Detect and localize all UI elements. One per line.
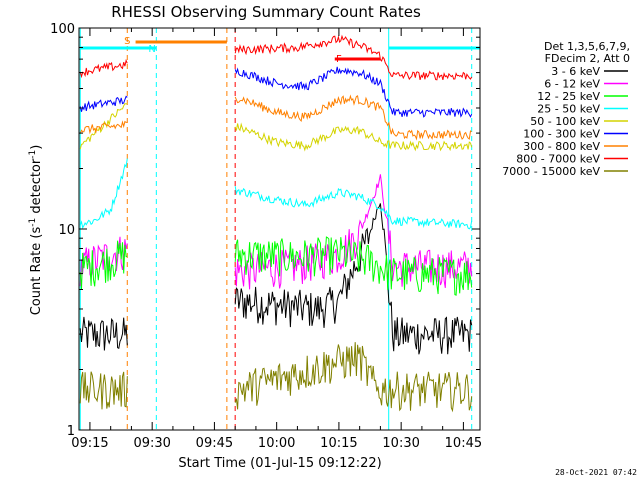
legend-label: 25 - 50 keV	[537, 103, 600, 116]
legend-label: 300 - 800 keV	[523, 140, 600, 153]
flag-label-saa: S	[124, 36, 130, 47]
series-trace	[234, 66, 473, 118]
series-trace	[79, 371, 128, 410]
series-trace	[234, 34, 473, 81]
series-300-800-keV	[79, 94, 472, 141]
y-axis-label-exp2: -1	[28, 150, 38, 159]
series-12-25-keV	[79, 236, 473, 296]
series-50-100-keV	[79, 102, 473, 152]
x-tick-label: 10:15	[320, 436, 357, 451]
y-axis-label-tail: detector	[29, 158, 44, 214]
legend: Det 1,3,5,6,7,9, FDecim 2, Att 0 3 - 6 k…	[502, 40, 630, 178]
legend-header-2: FDecim 2, Att 0	[545, 52, 630, 65]
x-tick-label: 10:00	[258, 436, 295, 451]
x-tick-label: 09:45	[196, 436, 233, 451]
legend-label: 3 - 6 keV	[551, 65, 600, 78]
series-trace	[79, 102, 128, 150]
y-axis-label-close: )	[29, 145, 44, 150]
y-axis-label-main: Count Rate (s	[29, 227, 44, 316]
legend-label: 100 - 300 keV	[523, 128, 600, 141]
legend-label: 800 - 7000 keV	[516, 153, 600, 166]
timestamp: 28-Oct-2021 07:42	[555, 468, 637, 477]
flag-label-flare: F	[336, 54, 342, 65]
series-trace	[234, 236, 473, 296]
series-100-300-keV	[79, 66, 473, 118]
series-trace	[234, 186, 473, 230]
y-tick-label: 1	[67, 424, 75, 439]
y-axis-label: Count Rate (s-1 detector-1)	[28, 145, 44, 316]
series-trace	[79, 120, 128, 135]
series-25-50-keV	[79, 158, 473, 230]
series-3-6-keV	[79, 203, 473, 355]
series-trace	[79, 95, 128, 112]
legend-header-1: Det 1,3,5,6,7,9,	[544, 40, 630, 53]
series-trace	[79, 316, 128, 351]
x-tick-label: 09:15	[71, 436, 108, 451]
y-axis-label-exp1: -1	[28, 218, 38, 227]
series-layer	[79, 34, 473, 413]
x-tick-label: 10:45	[445, 436, 482, 451]
legend-label: 12 - 25 keV	[537, 90, 600, 103]
series-trace	[79, 58, 128, 79]
axis-ticks: 09:15 09:30 09:45 10:00 10:15 10:30 10:45 1 10 10…	[50, 22, 482, 451]
legend-label: 50 - 100 keV	[530, 115, 600, 128]
chart-title: RHESSI Observing Summary Count Rates	[111, 3, 421, 21]
x-tick-label: 09:30	[133, 436, 170, 451]
series-trace	[234, 122, 473, 152]
series-trace	[79, 158, 128, 230]
series-trace	[234, 203, 473, 355]
series-800-7000-keV	[79, 34, 473, 81]
y-tick-label: 10	[58, 223, 75, 238]
series-trace	[234, 342, 473, 413]
y-tick-label: 100	[50, 22, 75, 37]
legend-label: 6 - 12 keV	[544, 78, 600, 91]
series-7000-15000-keV	[79, 342, 473, 413]
x-tick-label: 10:30	[382, 436, 419, 451]
x-axis-label: Start Time (01-Jul-15 09:12:22)	[178, 456, 381, 471]
flag-label-night: N	[148, 44, 155, 55]
series-trace	[79, 240, 128, 290]
observing-flags: S N F	[79, 28, 480, 430]
series-trace	[234, 94, 472, 141]
legend-label: 7000 - 15000 keV	[502, 165, 600, 178]
